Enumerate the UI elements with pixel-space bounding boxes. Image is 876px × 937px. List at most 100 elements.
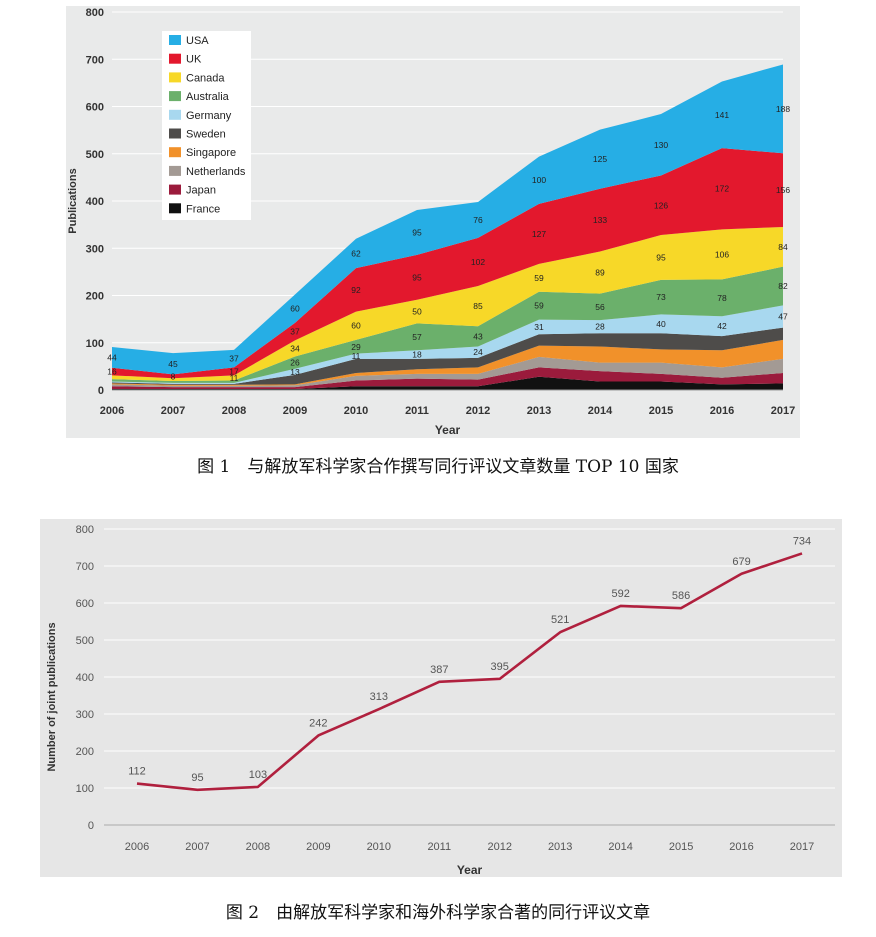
legend-label: Australia xyxy=(186,91,230,103)
y-tick-label: 200 xyxy=(86,291,104,303)
data-label: 59 xyxy=(534,301,544,311)
data-label: 130 xyxy=(654,140,668,150)
data-label: 13 xyxy=(290,367,300,377)
data-label: 679 xyxy=(732,556,750,568)
data-label: 44 xyxy=(107,352,117,362)
data-label: 37 xyxy=(290,327,300,337)
data-label: 45 xyxy=(168,359,178,369)
data-label: 84 xyxy=(778,242,788,252)
x-tick-label: 2016 xyxy=(729,841,753,853)
y-tick-label: 600 xyxy=(76,598,94,610)
data-label: 106 xyxy=(715,249,729,259)
area-france xyxy=(112,376,783,390)
area-canada xyxy=(112,226,783,382)
y-tick-label: 700 xyxy=(86,54,104,66)
legend-label: Japan xyxy=(186,185,216,197)
stacked-area-chart: 0 100 200 300 400 500 600 700 800 13 11 18 24 31 28 40 4… xyxy=(67,7,795,437)
data-label: 8 xyxy=(171,371,176,381)
data-label: 133 xyxy=(593,215,607,225)
legend-label: Netherlands xyxy=(186,166,246,178)
legend-swatch xyxy=(169,109,181,120)
figure-1-caption: 图 1 与解放军科学家合作撰写同行评议文章数量 TOP 10 国家 xyxy=(197,457,679,477)
x-tick-label: 2014 xyxy=(588,405,613,417)
data-label: 586 xyxy=(672,590,690,602)
y-tick-label: 500 xyxy=(86,149,104,161)
y-tick-label: 300 xyxy=(76,709,94,721)
data-label: 37 xyxy=(229,354,239,364)
x-tick-label: 2006 xyxy=(125,841,149,853)
legend-label: UK xyxy=(186,54,202,66)
x-tick-label: 2006 xyxy=(100,405,124,417)
y-tick-label: 400 xyxy=(86,196,104,208)
y-tick-label: 800 xyxy=(86,7,104,19)
area-japan xyxy=(112,367,783,390)
data-label: 57 xyxy=(412,332,422,342)
chart-2-panel: 0 100 200 300 400 500 600 700 800 2006 2007 2008 200… xyxy=(40,519,842,877)
series-line xyxy=(136,552,803,792)
x-tick-label: 2008 xyxy=(246,841,270,853)
legend: USA UK Canada Australia Germany Sweden Singapo… xyxy=(162,31,251,220)
data-label: 31 xyxy=(534,322,544,332)
y-tick-label: 500 xyxy=(76,635,94,647)
y-tick-label: 400 xyxy=(76,672,94,684)
y-axis-title: Publications xyxy=(67,168,79,233)
data-label: 100 xyxy=(532,175,546,185)
x-axis-title: Year xyxy=(457,863,483,877)
data-label: 387 xyxy=(430,664,448,676)
data-label: 28 xyxy=(595,322,605,332)
data-label: 141 xyxy=(715,110,729,120)
data-label: 24 xyxy=(473,347,483,357)
y-tick-label: 100 xyxy=(86,338,104,350)
data-label: 126 xyxy=(654,200,668,210)
area-netherlands xyxy=(112,356,783,388)
legend-swatch xyxy=(169,72,181,83)
x-tick-label: 2009 xyxy=(306,841,330,853)
x-tick-label: 2010 xyxy=(344,405,368,417)
data-label: 156 xyxy=(776,185,790,195)
x-tick-label: 2016 xyxy=(710,405,734,417)
x-tick-label: 2011 xyxy=(427,841,451,853)
data-label: 82 xyxy=(778,281,788,291)
data-label: 102 xyxy=(471,257,485,267)
data-label: 95 xyxy=(412,227,422,237)
legend-label: Germany xyxy=(186,110,232,122)
data-label: 103 xyxy=(249,769,267,781)
x-axis-title: Year xyxy=(435,423,461,437)
data-label: 34 xyxy=(290,343,300,353)
x-tick-label: 2017 xyxy=(771,405,795,417)
x-tick-label: 2007 xyxy=(161,405,185,417)
data-label: 112 xyxy=(128,766,146,778)
data-label: 521 xyxy=(551,614,569,626)
legend-swatch xyxy=(169,203,181,214)
x-tick-label: 2017 xyxy=(790,841,814,853)
legend-label: Singapore xyxy=(186,147,236,159)
legend-swatch xyxy=(169,165,181,176)
data-label: 242 xyxy=(309,717,327,729)
data-label: 85 xyxy=(473,301,483,311)
data-label: 76 xyxy=(473,215,483,225)
data-label: 73 xyxy=(656,292,666,302)
data-label: 734 xyxy=(793,535,811,547)
legend-swatch xyxy=(169,91,181,102)
area-australia xyxy=(112,266,783,383)
data-label: 40 xyxy=(656,319,666,329)
data-label: 92 xyxy=(351,285,361,295)
y-tick-label: 800 xyxy=(76,524,94,536)
x-tick-label: 2014 xyxy=(608,841,632,853)
y-tick-label: 600 xyxy=(86,102,104,114)
data-label: 11 xyxy=(230,373,239,383)
x-tick-label: 2010 xyxy=(367,841,391,853)
y-tick-label: 700 xyxy=(76,561,94,573)
legend-swatch xyxy=(169,128,181,139)
data-label: 188 xyxy=(776,104,790,114)
x-tick-label: 2008 xyxy=(222,405,246,417)
y-tick-label: 300 xyxy=(86,243,104,255)
y-tick-label: 0 xyxy=(98,385,104,397)
chart-1-panel: 0 100 200 300 400 500 600 700 800 13 11 18 24 31 28 40 4… xyxy=(66,6,800,438)
data-label: 395 xyxy=(491,661,509,673)
data-label: 95 xyxy=(412,272,422,282)
x-tick-label: 2013 xyxy=(548,841,572,853)
legend-swatch xyxy=(169,184,181,195)
legend-label: France xyxy=(186,203,220,215)
line-chart: 0 100 200 300 400 500 600 700 800 2006 2007 2008 200… xyxy=(46,524,835,877)
